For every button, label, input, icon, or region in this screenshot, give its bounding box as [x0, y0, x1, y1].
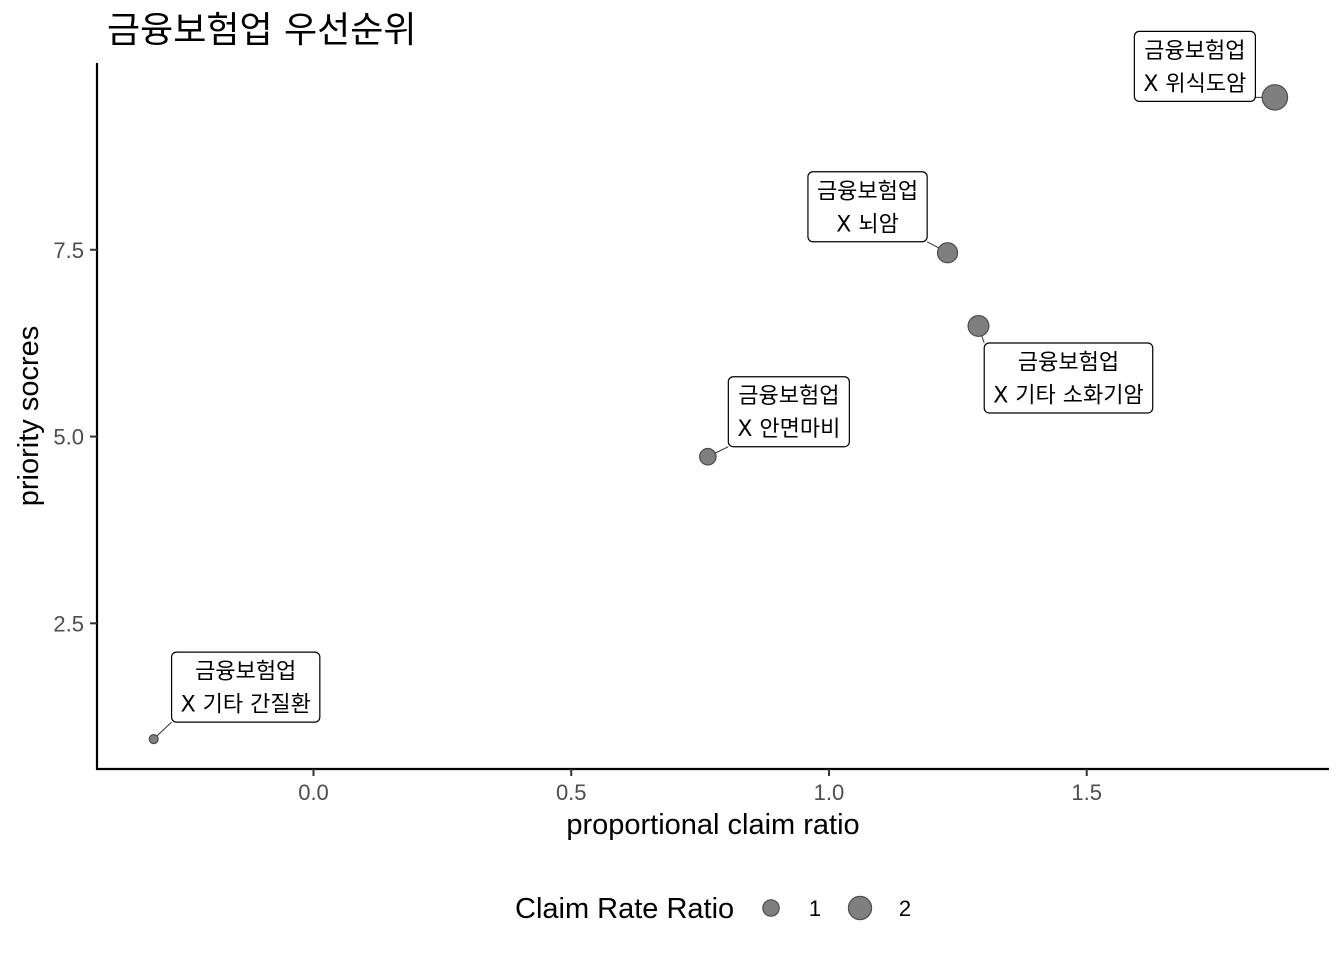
data-point: [967, 315, 990, 337]
point-label-line: 금융보험업: [195, 660, 296, 685]
point-label: 금융보험업 X 안면마비: [727, 376, 850, 448]
x-tick-label: 1.0: [814, 780, 845, 805]
point-label-box: [1133, 30, 1256, 102]
point-label-box: [807, 171, 928, 243]
ticks: 0.0 0.5 1.0 1.5 2.5 5.0 7.5: [53, 238, 1102, 805]
data-point: [148, 734, 159, 745]
point-label-box: [727, 376, 850, 448]
data-point: [936, 242, 959, 264]
x-tick-label: 1.5: [1071, 780, 1102, 805]
point-label: 금융보험업 X 기타 간질환: [170, 651, 321, 723]
chart-title: 금융보험업 우선순위: [107, 10, 417, 51]
x-tick-label: 0.0: [298, 780, 329, 805]
y-tick-label: 5.0: [53, 425, 84, 450]
point-label-line: 금융보험업: [1018, 350, 1119, 375]
point-label-box: [983, 342, 1154, 414]
points: [148, 84, 1289, 745]
legend: Claim Rate Ratio 1 2: [515, 893, 911, 925]
point-label-line: 금융보험업: [1144, 39, 1245, 64]
point-label-line: X 뇌암: [836, 212, 899, 237]
y-tick-label: 7.5: [53, 238, 84, 263]
legend-key: [847, 895, 873, 921]
point-label-box: [170, 651, 321, 723]
data-point: [699, 447, 717, 466]
legend-key: [762, 899, 780, 917]
point-label-line: X 기타 소화기암: [993, 383, 1144, 408]
point-label-leader: [714, 446, 729, 454]
data-point: [1261, 84, 1289, 111]
point-label: 금융보험업 X 기타 소화기암: [983, 342, 1154, 414]
point-label-line: 금융보험업: [817, 179, 918, 204]
point-label-leader: [156, 721, 172, 737]
x-tick-label: 0.5: [556, 780, 587, 805]
point-label-leader: [981, 335, 985, 344]
legend-label: 1: [809, 896, 821, 921]
point-label: 금융보험업 X 위식도암: [1133, 30, 1256, 102]
point-label-line: X 기타 간질환: [181, 693, 311, 718]
axes: [95, 63, 1329, 771]
x-axis-title: proportional claim ratio: [566, 809, 859, 841]
point-label-leader: [926, 241, 939, 249]
y-axis-title: priority socres: [13, 326, 45, 507]
legend-title: Claim Rate Ratio: [515, 893, 734, 925]
legend-label: 2: [899, 896, 911, 921]
y-tick-label: 2.5: [53, 611, 84, 636]
point-label-line: X 위식도암: [1143, 72, 1246, 97]
point-label-line: X 안면마비: [737, 417, 840, 442]
point-label-line: 금융보험업: [738, 384, 839, 409]
point-label: 금융보험업 X 뇌암: [807, 171, 928, 243]
